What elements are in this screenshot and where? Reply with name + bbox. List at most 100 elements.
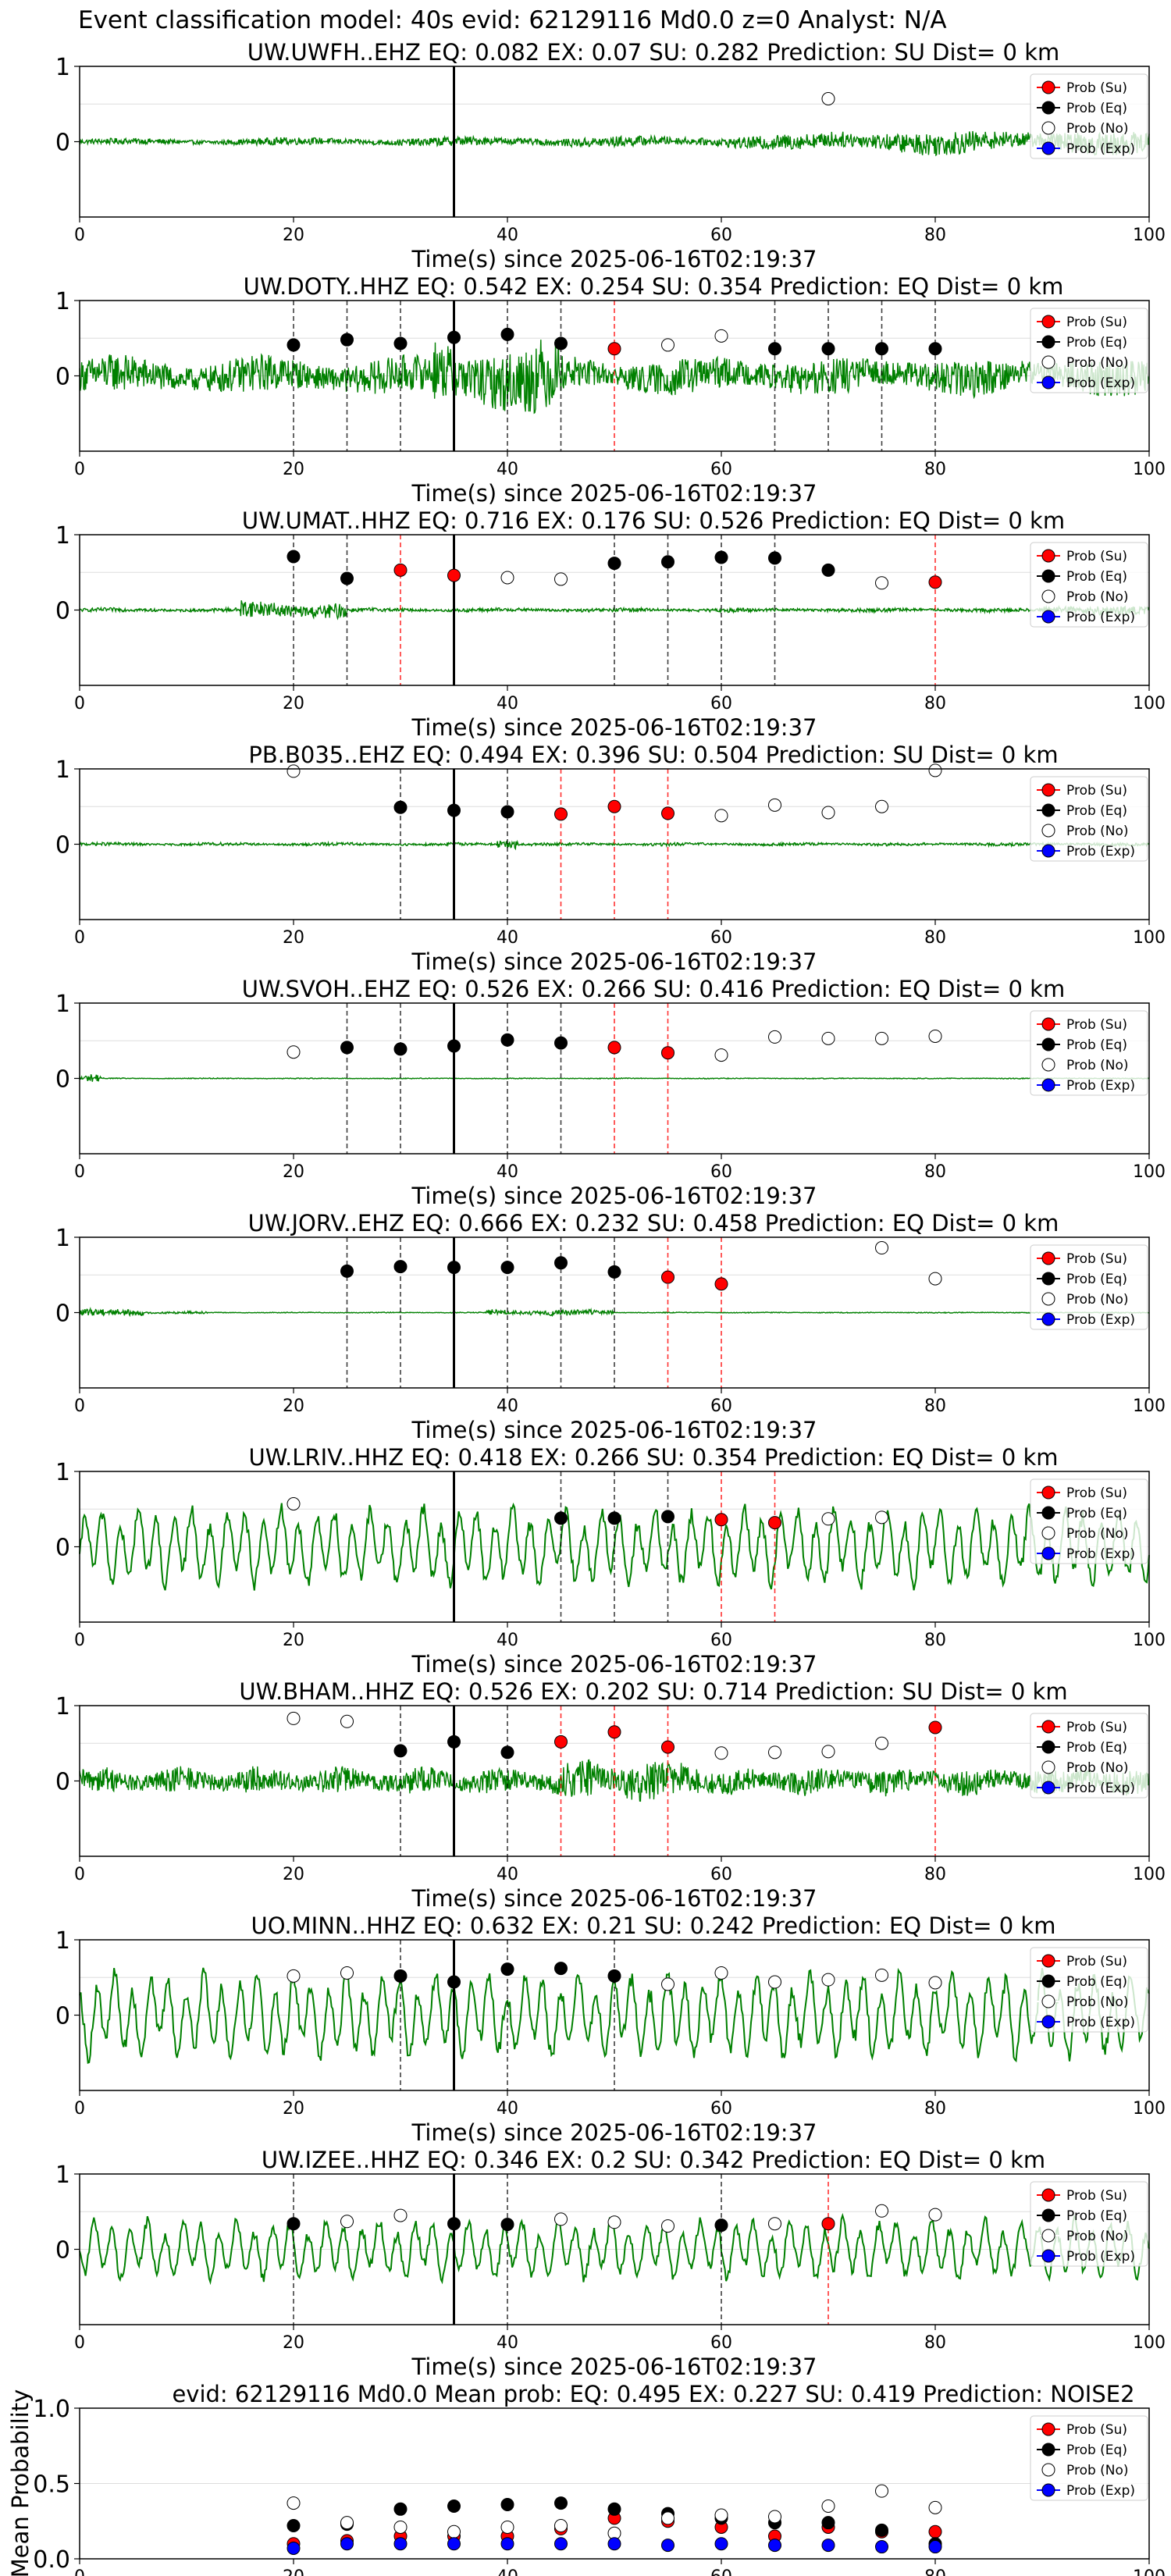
x-tick-label: 20	[283, 2567, 304, 2576]
x-axis-label: Time(s) since 2025-06-16T02:19:37	[411, 1417, 817, 1443]
prob-point-eq	[500, 1745, 514, 1759]
legend-label: Prob (Su)	[1066, 549, 1127, 564]
legend-label: Prob (Exp)	[1066, 1312, 1135, 1328]
prob-point-su	[393, 563, 408, 577]
prob-point-eq	[340, 1041, 354, 1055]
legend-marker	[1041, 2249, 1055, 2263]
prob-point-eq	[554, 1962, 568, 1976]
waveform-trace	[79, 1502, 1150, 1591]
legend-label: Prob (Eq)	[1066, 2208, 1127, 2224]
prob-point-no	[768, 1745, 781, 1759]
prob-point-no	[287, 1496, 301, 1510]
x-tick-label: 20	[283, 460, 304, 479]
prob-point-no	[714, 809, 728, 823]
prob-point-eq	[393, 1042, 408, 1056]
x-tick-label: 80	[924, 1631, 946, 1650]
legend-marker	[1041, 1251, 1055, 1265]
legend-label: Prob (No)	[1066, 355, 1129, 371]
subplot-9: 0 20 40 60 80 100 1 0 UO.MINN..HHZ EQ: 0.632 EX:…	[55, 1912, 1166, 2146]
prob-point-eq	[928, 342, 942, 356]
mean-prob-point-no	[768, 2510, 781, 2524]
x-tick-label: 20	[283, 1397, 304, 1416]
mean-prob-point-exp	[768, 2539, 781, 2553]
x-tick-label: 100	[1133, 928, 1166, 948]
prob-point-eq	[393, 336, 408, 350]
x-axis-label: Time(s) since 2025-06-16T02:19:37	[411, 948, 817, 975]
prob-point-su	[714, 1513, 728, 1527]
legend-marker	[1041, 2229, 1055, 2243]
legend-label: Prob (Eq)	[1066, 1037, 1127, 1053]
legend-box	[1030, 1010, 1148, 1096]
x-tick-label: 40	[497, 694, 518, 713]
legend-box	[1030, 2415, 1148, 2501]
legend-marker	[1041, 375, 1055, 390]
x-tick-label: 80	[924, 694, 946, 713]
prob-point-eq	[287, 338, 301, 352]
x-tick-label: 60	[710, 2333, 732, 2353]
x-tick-label: 80	[924, 928, 946, 948]
x-tick-label: 40	[497, 2567, 518, 2576]
prob-point-no	[340, 1714, 354, 1728]
prob-point-eq	[340, 333, 354, 347]
prob-point-no	[928, 1029, 942, 1043]
x-tick-label: 100	[1133, 226, 1166, 245]
prob-point-no	[607, 2215, 621, 2229]
legend-label: Prob (Su)	[1066, 1251, 1127, 1267]
x-tick-label: 20	[283, 928, 304, 948]
mean-prob-point-exp	[287, 2541, 301, 2555]
prob-point-no	[393, 2208, 408, 2222]
x-tick-label: 0	[74, 2567, 85, 2576]
mean-prob-point-no	[928, 2500, 942, 2514]
waveform-trace	[79, 839, 1150, 851]
x-tick-label: 100	[1133, 2567, 1166, 2576]
subplot-10: 0 20 40 60 80 100 1 0 UW.IZEE..HHZ EQ: 0.346 EX:…	[55, 2147, 1166, 2380]
y-tick-label: 1	[55, 1693, 70, 1720]
legend-label: Prob (Su)	[1066, 783, 1127, 799]
legend-label: Prob (No)	[1066, 1760, 1129, 1776]
x-tick-label: 20	[283, 694, 304, 713]
legend-marker	[1041, 2463, 1055, 2477]
legend-label: Prob (Exp)	[1066, 375, 1135, 391]
prob-point-eq	[661, 1510, 674, 1524]
legend-marker	[1041, 1078, 1055, 1092]
prob-point-no	[714, 1746, 728, 1760]
x-axis-label: Time(s) since 2025-06-16T02:19:37	[411, 714, 817, 741]
legend-marker	[1041, 2443, 1055, 2457]
legend-label: Prob (Su)	[1066, 80, 1127, 96]
prob-point-su	[661, 1740, 674, 1754]
y-tick-label: 0	[55, 130, 70, 157]
y-tick-label: 1	[55, 54, 70, 81]
y-tick-label: 0	[55, 1769, 70, 1796]
x-tick-label: 20	[283, 1865, 304, 1884]
legend-box	[1030, 2181, 1148, 2267]
x-tick-label: 80	[924, 1397, 946, 1416]
legend-marker	[1041, 80, 1055, 94]
prob-point-no	[821, 1745, 835, 1759]
waveform-trace	[79, 1074, 1150, 1082]
prob-point-no	[821, 806, 835, 820]
prob-point-no	[714, 1048, 728, 1062]
prob-point-no	[928, 1272, 942, 1286]
legend-marker	[1041, 1058, 1055, 1072]
prob-point-no	[661, 338, 674, 352]
prob-point-no	[875, 1510, 888, 1525]
legend-marker	[1041, 824, 1055, 838]
x-tick-label: 0	[74, 1397, 85, 1416]
y-tick-label: 0.5	[33, 2471, 70, 2499]
x-tick-label: 100	[1133, 1865, 1166, 1884]
prob-point-eq	[393, 1260, 408, 1274]
mean-prob-point-eq	[554, 2496, 568, 2510]
prob-point-no	[928, 763, 942, 777]
prob-point-su	[607, 799, 621, 813]
waveform-trace	[79, 600, 1150, 621]
y-tick-label: 1	[55, 991, 70, 1018]
legend-label: Prob (No)	[1066, 1526, 1129, 1542]
y-tick-label: 0	[55, 2237, 70, 2265]
mean-prob-point-exp	[875, 2540, 888, 2554]
prob-point-no	[875, 576, 888, 590]
prob-point-eq	[393, 1969, 408, 1983]
x-tick-label: 80	[924, 1865, 946, 1884]
subplot-title: UW.IZEE..HHZ EQ: 0.346 EX: 0.2 SU: 0.342…	[262, 2147, 1045, 2173]
prob-point-no	[928, 2208, 942, 2222]
